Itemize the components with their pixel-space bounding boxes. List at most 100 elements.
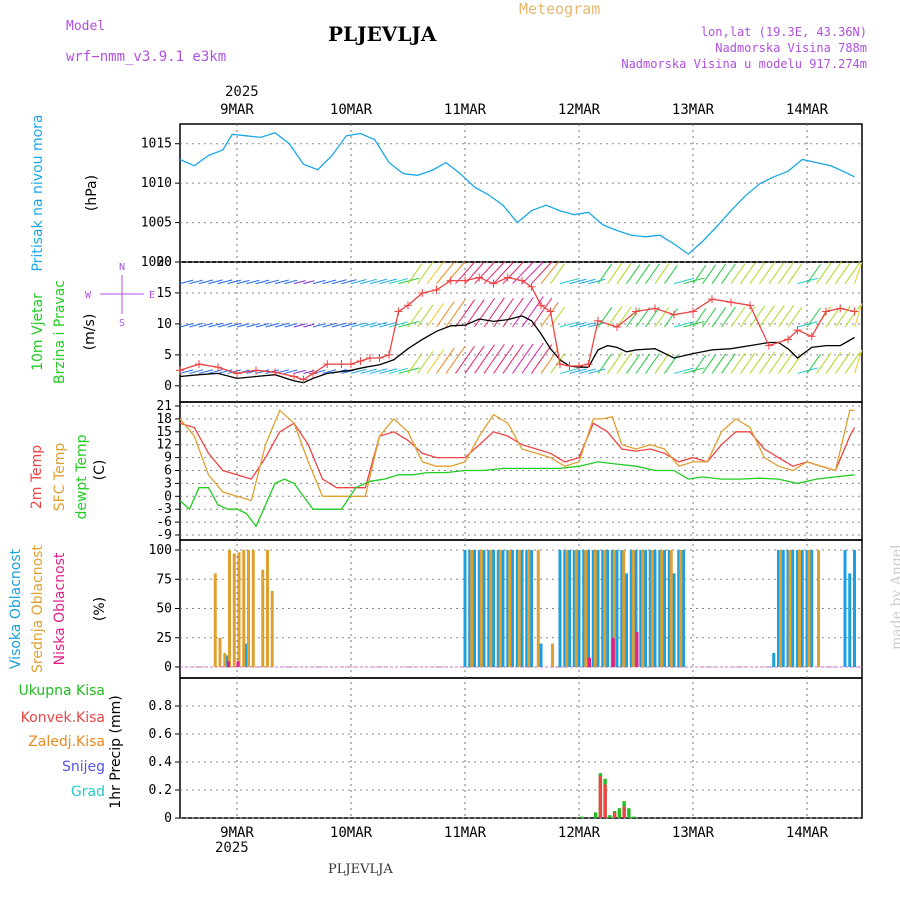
bar-mid_cloud [223, 652, 227, 667]
wind-barb [407, 306, 423, 328]
wind-barb [759, 351, 775, 374]
y-tick-label: 0.4 [149, 755, 173, 770]
bar-high_cloud [810, 550, 814, 667]
bar-mid_cloud [622, 550, 626, 667]
bar-high_cloud [800, 550, 804, 667]
ylabel-cloud: (%) [92, 597, 108, 621]
bar-mid_cloud [270, 590, 274, 667]
y-tick-label: 0 [164, 660, 172, 675]
bar-mid_cloud [817, 550, 820, 667]
bar-high_cloud [625, 573, 628, 667]
wind-barb [502, 344, 524, 374]
bar-total_precip [617, 808, 622, 818]
wind-barb [588, 368, 606, 374]
series-line-pressure [179, 131, 855, 255]
wind-barb [797, 367, 818, 374]
bar-high_cloud [587, 550, 590, 667]
wind-barb [702, 307, 717, 328]
wind-barb [607, 262, 623, 284]
credit-text: made by Angel [889, 544, 900, 651]
wind-barb [797, 321, 818, 328]
wind-barb [379, 278, 398, 285]
bar-high_cloud [558, 550, 562, 667]
y-tick-label: 75 [156, 572, 172, 587]
bottom-day-label: 9MAR [220, 825, 254, 841]
wind-barb [569, 278, 587, 285]
top-day-label: 13MAR [672, 102, 715, 118]
wind-barb [341, 279, 357, 285]
bar-high_cloud [663, 550, 666, 667]
bar-total_precip [627, 808, 631, 818]
wind-barb [445, 346, 466, 374]
bar-high_cloud [492, 550, 495, 667]
bar-high_cloud [629, 550, 633, 667]
y-tick-label: -6 [156, 515, 172, 530]
wind-barb [635, 353, 651, 374]
wind-barb [293, 280, 306, 285]
wind-barb [721, 306, 736, 328]
y-tick-label: 1010 [141, 176, 172, 191]
bar-high_cloud [463, 550, 467, 667]
wind-barb [455, 345, 476, 374]
wind-barb [398, 320, 420, 328]
compass-label: W [85, 290, 92, 301]
wind-barb [768, 304, 785, 328]
bar-high_cloud [591, 550, 595, 667]
bar-high_cloud [805, 550, 809, 667]
wind-barb [569, 321, 587, 328]
wind-barb [626, 354, 641, 374]
wind-barb [417, 304, 434, 328]
wind-barb [550, 263, 565, 284]
bar-low_cloud [227, 661, 230, 667]
elevation-text: Nadmorska Visina 788m [715, 41, 867, 55]
wind-barb [531, 261, 553, 285]
wind-barb [778, 261, 795, 284]
bar-mid_cloud [251, 550, 255, 667]
bar-mid_cloud [527, 550, 531, 667]
bar-high_cloud [772, 652, 776, 667]
series-line-dewpoint [179, 461, 855, 528]
wind-barb [398, 277, 420, 285]
bar-high_cloud [777, 550, 780, 667]
wind-barb [721, 353, 736, 374]
legend-cloud: Visoka Oblacnost [8, 548, 24, 669]
bar-mid_cloud [213, 573, 217, 667]
wind-barb [721, 263, 736, 284]
wind-barb [844, 351, 861, 374]
bar-high_cloud [853, 550, 856, 667]
bar-total_precip [593, 812, 598, 818]
y-tick-label: 0.6 [149, 727, 172, 742]
wind-barb [483, 343, 505, 374]
wind-barb [683, 367, 705, 374]
wind-barb [255, 322, 270, 328]
y-tick-label: -9 [156, 528, 172, 543]
wind-barb [759, 261, 775, 284]
bar-high_cloud [477, 550, 481, 667]
wind-barb [711, 263, 727, 284]
bar-high_cloud [501, 550, 505, 667]
wind-barb [217, 369, 233, 374]
wind-barb [540, 261, 559, 284]
wind-barb [531, 344, 553, 374]
bar-high_cloud [791, 550, 795, 667]
wind-barb [227, 279, 241, 285]
legend-cloud: Niska Oblacnost [52, 552, 68, 665]
wind-barb [844, 261, 861, 284]
bar-high_cloud [582, 550, 586, 667]
model-elevation-text: Nadmorska Visina u modelu 917.274m [621, 57, 867, 71]
wind-barb [189, 369, 204, 374]
wind-barb [540, 348, 559, 374]
bar-mid_cloud [247, 550, 250, 667]
wind-barb [645, 306, 660, 328]
wind-barb [208, 322, 223, 328]
wind-barb [683, 277, 705, 285]
wind-barb [588, 278, 606, 285]
bar-total_precip [631, 816, 636, 818]
wind-barb [740, 262, 756, 284]
bar-high_cloud [781, 550, 785, 667]
wind-barb [360, 368, 377, 374]
bar-mid_cloud [798, 550, 801, 667]
legend-temperature: dewpt Temp [74, 434, 90, 519]
bar-high_cloud [682, 550, 685, 667]
wind-barb [521, 261, 544, 285]
